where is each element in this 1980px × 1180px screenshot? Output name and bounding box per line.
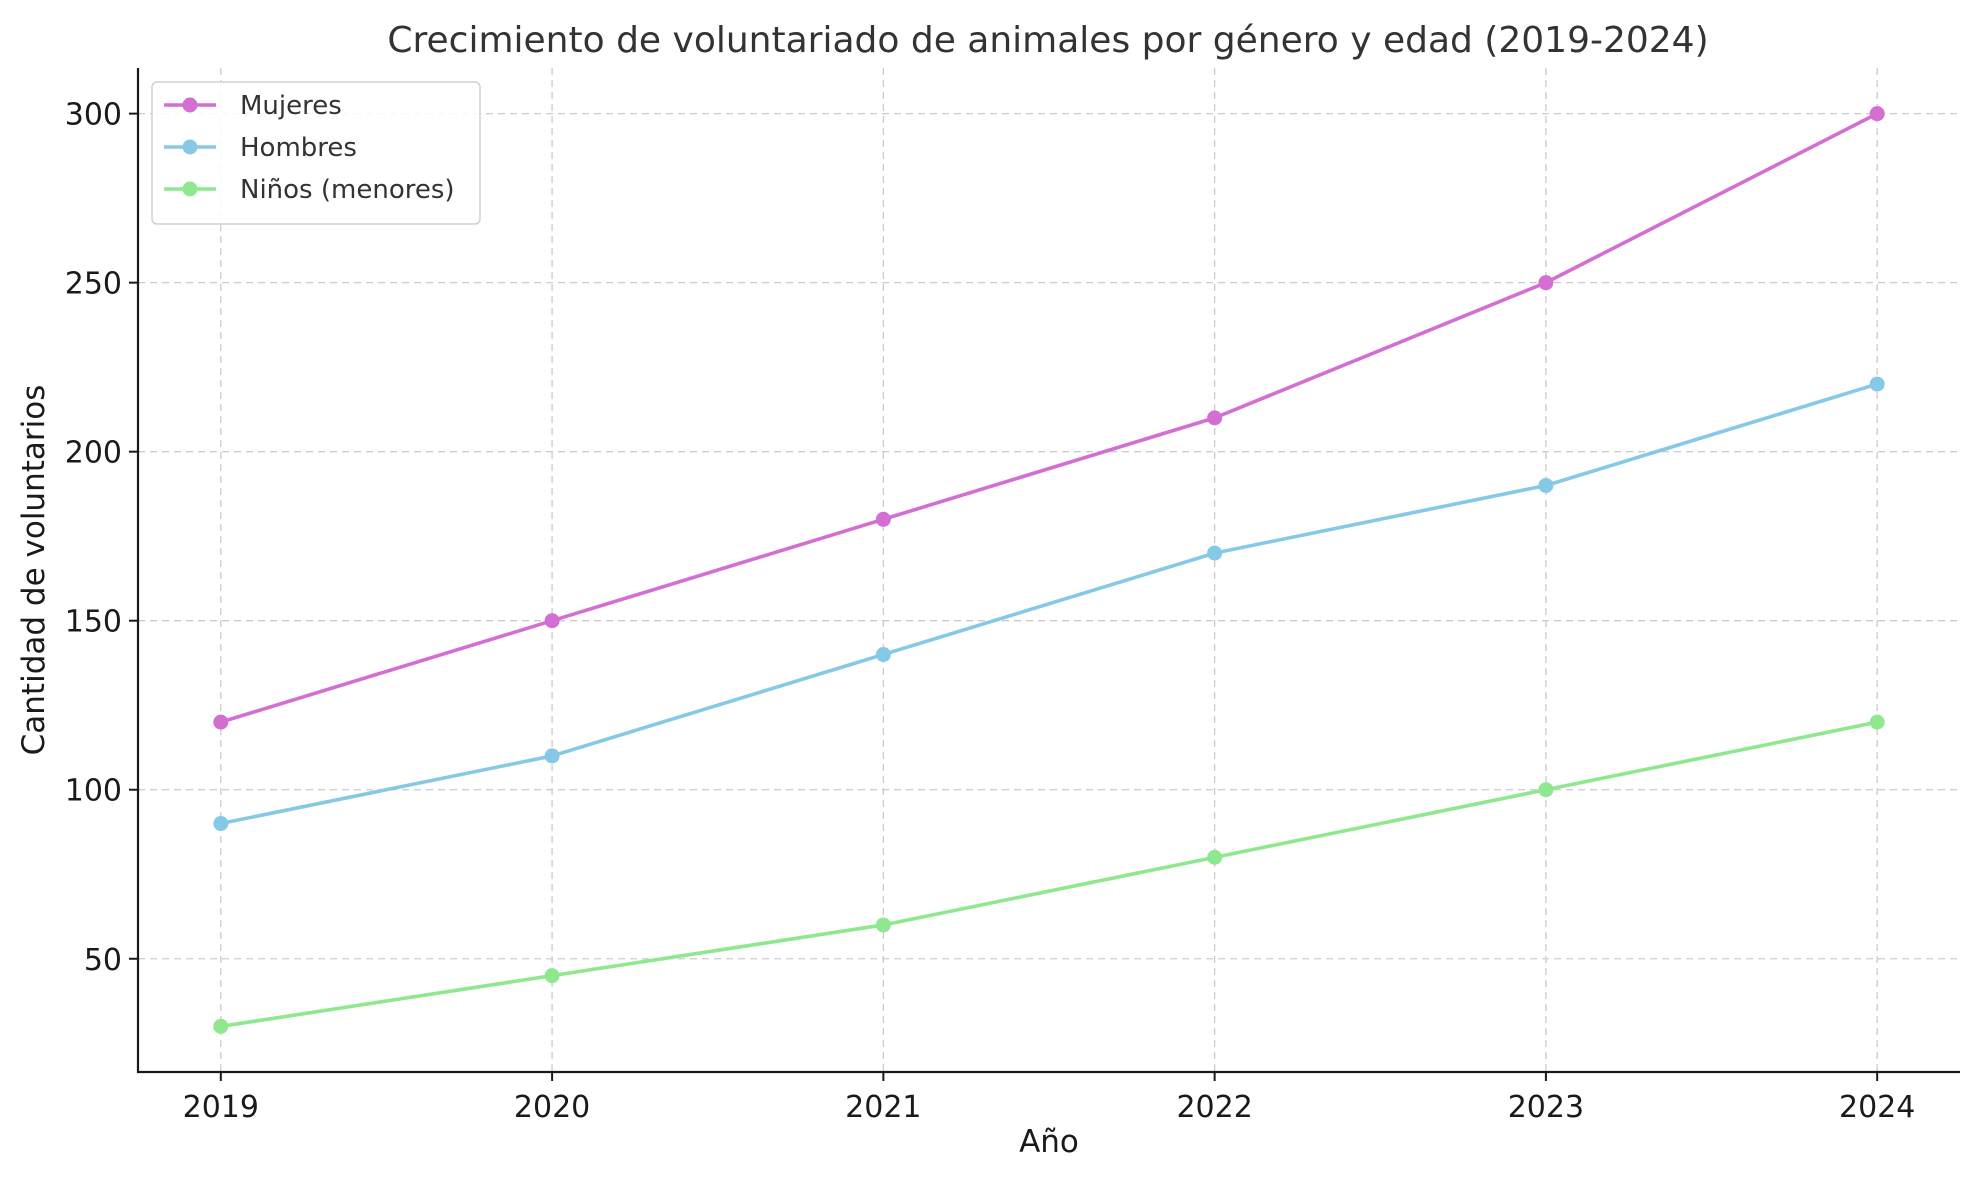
x-axis-ticks: 2019 2020 2021 2022 2023 2024 [183,1072,1915,1125]
data-point-mujeres [1207,410,1223,426]
x-tick-label: 2022 [1176,1090,1252,1125]
x-tick-label: 2023 [1508,1090,1584,1125]
y-tick-label: 100 [65,774,122,809]
axis-spines [136,68,1960,1074]
series-layer [213,106,1885,1034]
data-point-mujeres [875,511,891,527]
data-point-ninos-menores [544,968,560,984]
data-point-ninos-menores [213,1018,229,1034]
data-point-hombres [1869,376,1885,392]
series-mujeres [213,106,1885,730]
y-tick-label: 200 [65,436,122,471]
legend-label: Niños (menores) [240,175,455,205]
legend-box [151,81,481,225]
y-axis-ticks: 50 100 150 200 250 300 [65,98,138,978]
y-tick-label: 250 [65,267,122,302]
x-tick-label: 2021 [845,1090,921,1125]
x-tick-label: 2020 [514,1090,590,1125]
legend-label: Hombres [240,133,357,163]
series-line-mujeres [219,111,1879,724]
y-axis-label: Cantidad de voluntarios [16,385,52,756]
y-tick-label: 150 [65,605,122,640]
data-point-mujeres [544,613,560,629]
y-tick-label: 50 [84,943,122,978]
series-line-ninos-menores [219,720,1879,1029]
data-point-hombres [213,816,229,832]
data-point-mujeres [1538,275,1554,291]
axes [136,68,1960,1074]
data-point-ninos-menores [1538,782,1554,798]
data-point-hombres [1207,545,1223,561]
data-point-hombres [875,647,891,663]
series-line-hombres [219,382,1879,826]
x-tick-label: 2024 [1839,1090,1915,1125]
y-tick-label: 300 [65,98,122,133]
x-axis-label: Año [1019,1124,1079,1160]
legend-label: Mujeres [240,91,342,121]
data-point-hombres [544,748,560,764]
data-point-ninos-menores [875,917,891,933]
chart-title: Crecimiento de voluntariado de animales … [387,20,1708,61]
data-point-mujeres [1869,106,1885,122]
legend-item: Niños (menores) [164,175,455,205]
legend-item: Hombres [164,133,357,163]
data-point-mujeres [213,714,229,730]
data-point-ninos-menores [1207,849,1223,865]
legend-marker [182,97,198,113]
legend-marker [182,139,198,155]
legend-item: Mujeres [164,91,342,121]
legend-marker [182,181,198,197]
x-tick-label: 2019 [183,1090,259,1125]
series-ninos-menores [213,714,1885,1034]
data-point-hombres [1538,477,1554,493]
data-point-ninos-menores [1869,714,1885,730]
series-hombres [213,376,1885,832]
legend: Mujeres Hombres Niños (menores) [151,81,481,225]
